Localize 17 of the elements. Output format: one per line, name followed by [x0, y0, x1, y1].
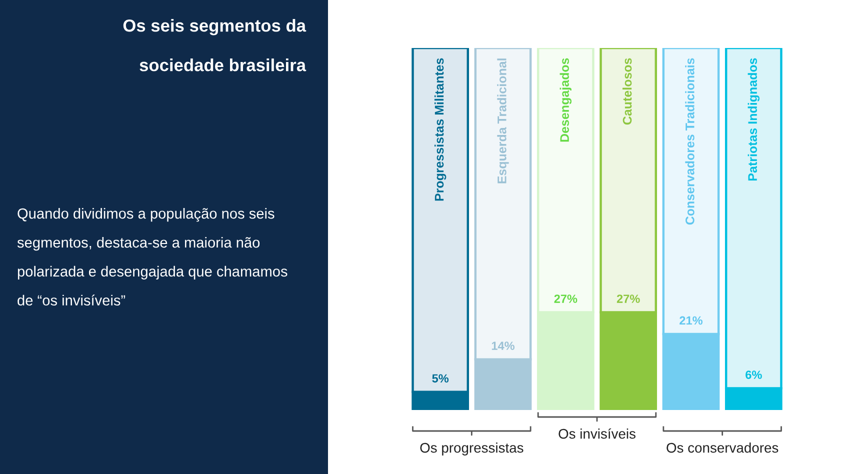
- x-tick-label: Cautelosos: [622, 58, 632, 125]
- x-tick-label: Conservadores Tradicionais: [685, 58, 694, 225]
- x-tick-label: Patriotas Indignados: [748, 58, 760, 181]
- x-tick-label: Desengajados: [560, 58, 572, 142]
- data-label: 6%: [746, 370, 762, 379]
- data-label: 27%: [616, 294, 640, 303]
- data-label: 27%: [554, 294, 578, 303]
- chart-title: Os seis segmentos da sociedade brasileira: [123, 19, 306, 72]
- x-tick-label: Progressistas Militantes: [434, 58, 446, 201]
- data-label: 5%: [432, 374, 449, 383]
- data-label: 21%: [680, 316, 703, 325]
- x-tick-label: Esquerda Tradicional: [497, 58, 509, 184]
- text: Quando dividimos a população nos seis segmentos, destaca-se a maioria não polarizada e desengajada que chamamos de “os invisíveis”: [17, 208, 288, 306]
- text: Os conservadores: [666, 442, 778, 453]
- data-label: 14%: [492, 342, 515, 350]
- text: Os invisíveis: [558, 428, 636, 439]
- text: Os progressistas: [420, 442, 524, 456]
